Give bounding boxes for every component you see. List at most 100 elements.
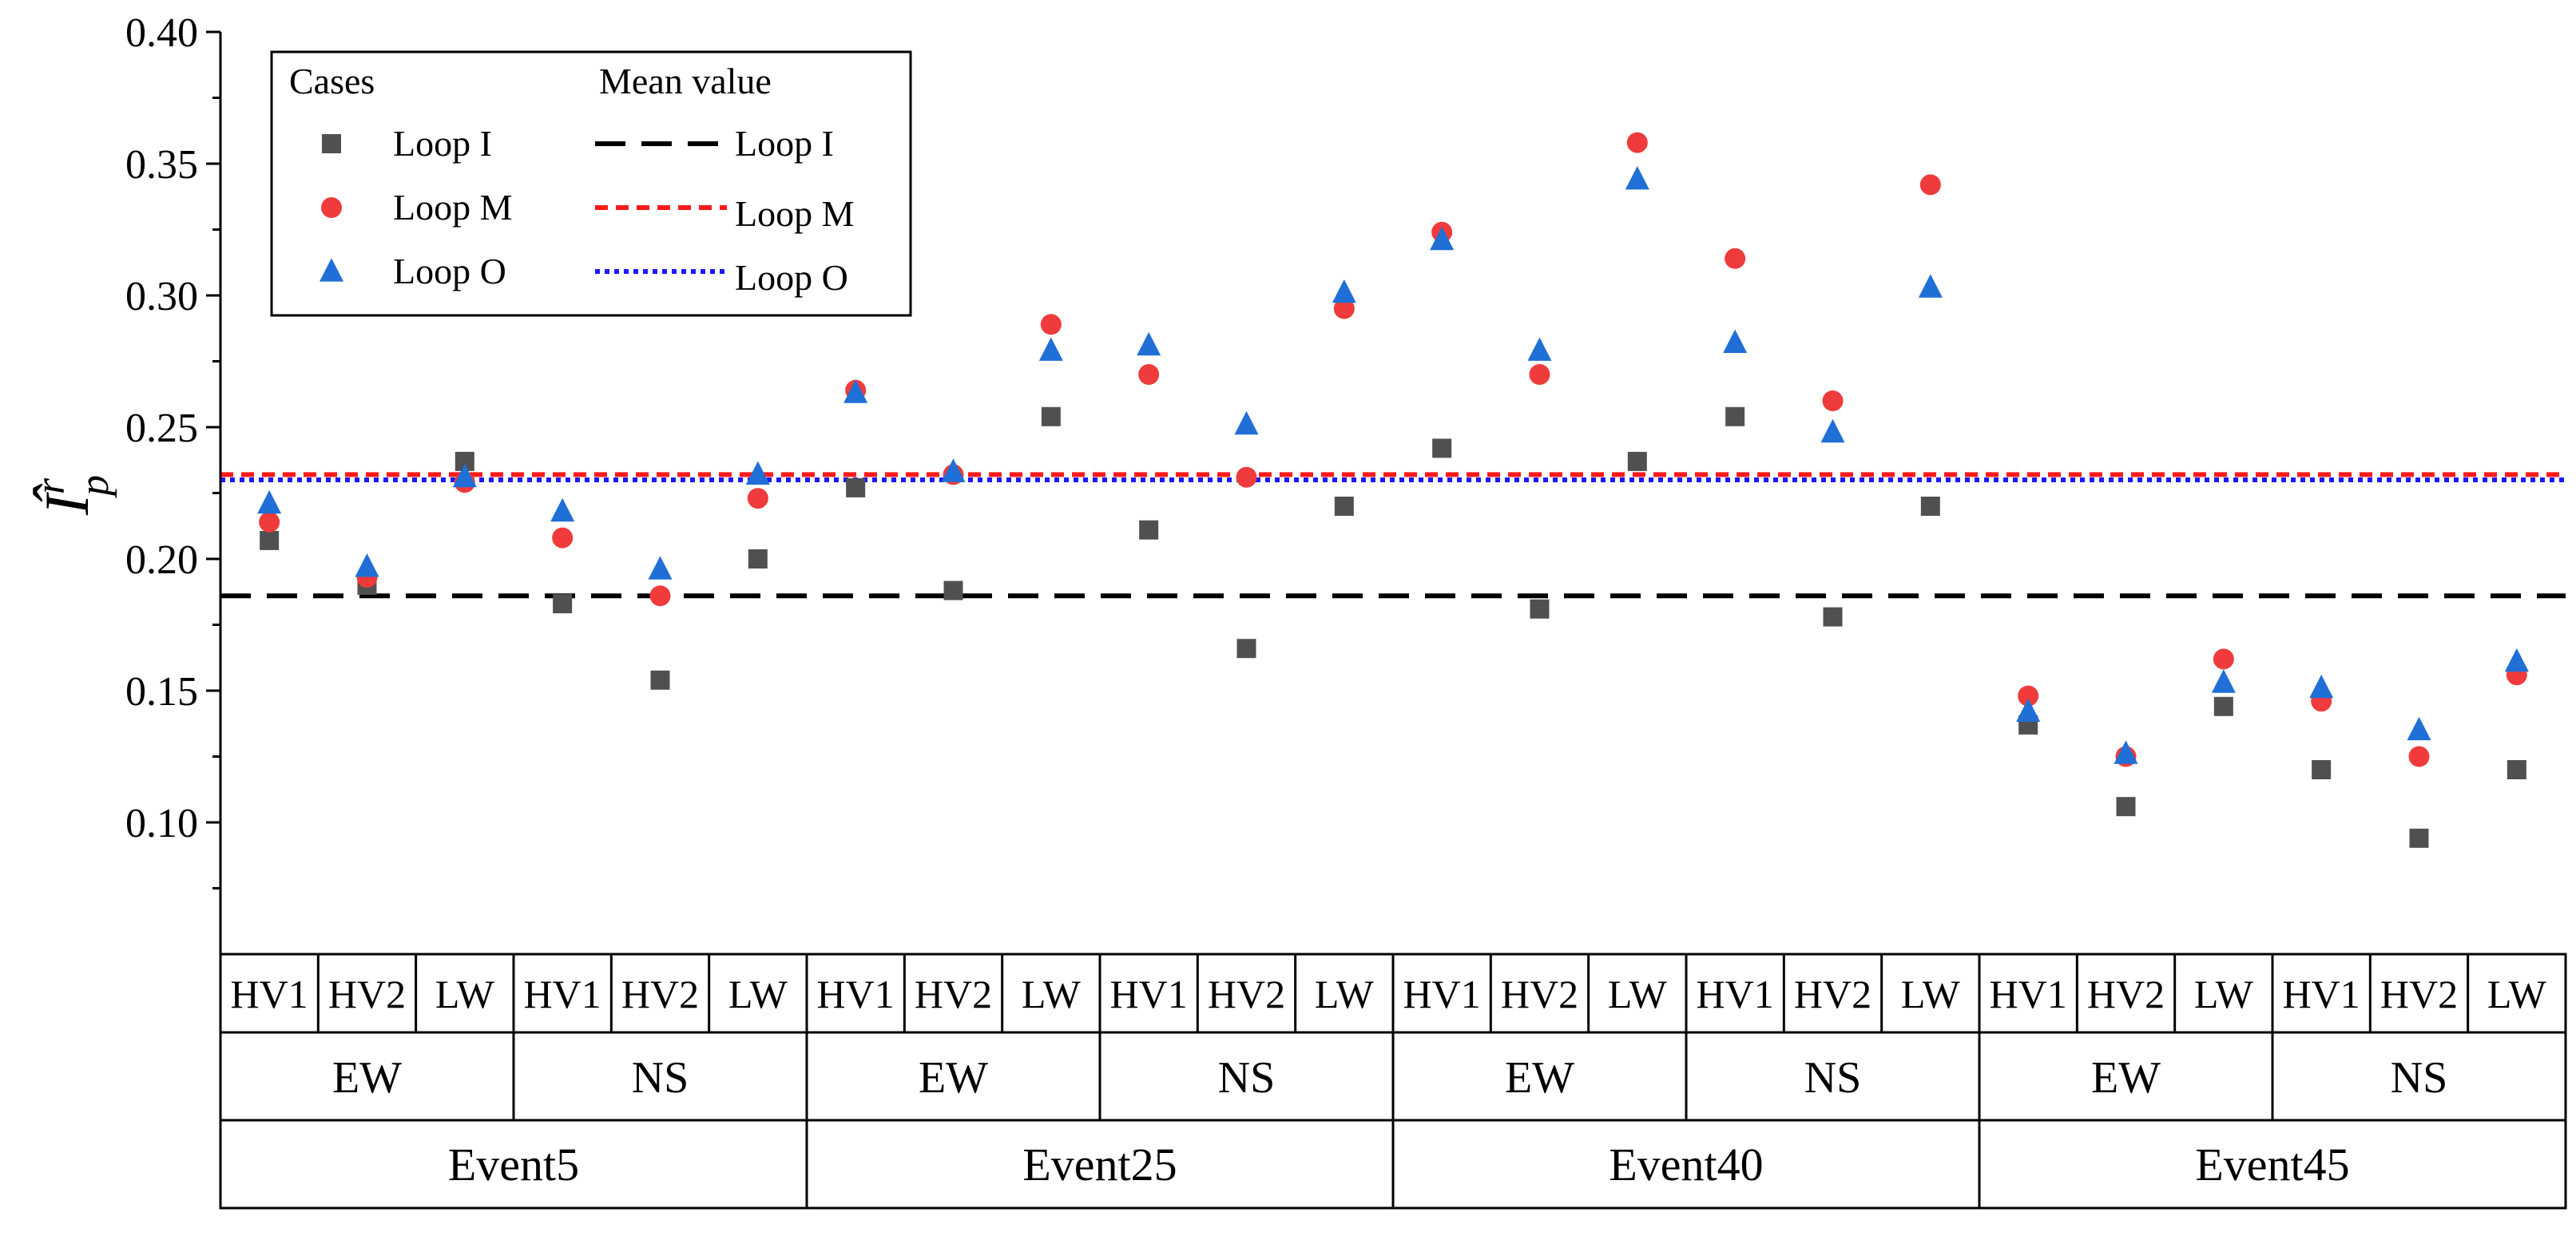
point-loop-i [2116, 797, 2136, 817]
point-loop-m [1138, 364, 1160, 385]
category-label: HV2 [2380, 972, 2458, 1016]
y-tick-label: 0.35 [125, 142, 198, 188]
legend-series-label: Loop I [393, 123, 492, 164]
point-loop-o [1234, 410, 1259, 435]
legend: Cases Mean value Loop I Loop M Loop O Loop I L… [270, 50, 912, 317]
point-loop-m [1236, 466, 1257, 488]
category-label: HV1 [524, 972, 601, 1016]
category-label: HV2 [1501, 972, 1578, 1016]
point-loop-i [2213, 696, 2233, 716]
point-loop-o [1332, 279, 1356, 303]
y-tick-label: 0.20 [125, 537, 198, 583]
category-label: HV1 [1697, 972, 1774, 1016]
category-label: HV1 [817, 972, 895, 1016]
legend-marker-loop-m [321, 197, 342, 218]
category-label: HV2 [621, 972, 699, 1016]
point-loop-o [1038, 337, 1063, 361]
direction-label: EW [1505, 1053, 1574, 1103]
category-label: LW [1315, 972, 1375, 1016]
point-loop-i [846, 477, 866, 497]
category-label: HV1 [1990, 972, 2067, 1016]
category-label: HV2 [2087, 972, 2165, 1016]
point-loop-i [2507, 760, 2526, 779]
point-loop-i [2409, 828, 2429, 848]
event-label: Event45 [2195, 1139, 2349, 1190]
point-loop-o [452, 463, 477, 488]
point-loop-o [550, 497, 575, 522]
legend-mean-label: Loop I [735, 123, 834, 164]
point-loop-o [2504, 648, 2529, 672]
point-loop-i [1236, 639, 1256, 659]
y-axis-title-hat: ˆ [21, 483, 90, 507]
direction-label: NS [632, 1053, 689, 1103]
point-loop-m [649, 585, 671, 607]
category-label: HV2 [328, 972, 406, 1016]
category-label: HV1 [2283, 972, 2360, 1016]
mean-lines [220, 472, 2566, 599]
category-label: LW [728, 972, 788, 1016]
legend-title-mean: Mean value [599, 61, 772, 101]
y-axis-title: Irp [28, 475, 117, 516]
direction-label: NS [1804, 1053, 1862, 1103]
point-loop-i [1627, 451, 1647, 471]
point-loop-o [1820, 418, 1845, 443]
point-loop-o [2016, 698, 2041, 722]
category-label: HV1 [1110, 972, 1188, 1016]
data-markers [257, 132, 2529, 848]
legend-series-label: Loop O [393, 251, 506, 291]
point-loop-o [2407, 716, 2431, 741]
point-loop-m [2018, 685, 2039, 707]
point-loop-o [1430, 226, 1455, 251]
point-loop-m [1626, 132, 1648, 153]
point-loop-i [260, 530, 280, 550]
point-loop-m [1529, 364, 1550, 385]
point-loop-m [1919, 174, 1941, 196]
direction-label: NS [2391, 1053, 2448, 1103]
point-loop-o [2309, 674, 2334, 699]
point-loop-i [1823, 607, 1843, 627]
point-loop-m [1040, 314, 1062, 335]
legend-series-label: Loop M [393, 187, 513, 228]
legend-mean-label: Loop O [735, 257, 848, 298]
point-loop-i [2312, 760, 2332, 779]
point-loop-i [943, 580, 963, 600]
y-tick-label: 0.15 [125, 669, 198, 715]
point-loop-m [1822, 390, 1844, 411]
category-label: LW [2194, 972, 2254, 1016]
point-loop-i [1334, 497, 1354, 516]
point-loop-m [552, 527, 574, 549]
legend-marker-loop-o [320, 258, 343, 282]
category-label: HV1 [1403, 972, 1481, 1016]
point-loop-i [1530, 599, 1550, 619]
point-loop-m [747, 488, 768, 509]
legend-marker-loop-i [322, 134, 341, 153]
direction-label: NS [1218, 1053, 1276, 1103]
point-loop-o [2211, 669, 2236, 693]
category-label: LW [1901, 972, 1961, 1016]
y-tick-label: 0.40 [125, 10, 198, 56]
category-label: HV2 [1794, 972, 1871, 1016]
point-loop-m [259, 511, 280, 533]
category-label: LW [1022, 972, 1082, 1016]
point-loop-o [1625, 166, 1649, 190]
axes: 0.10 0.15 0.20 0.25 0.30 0.35 0.40 [125, 10, 222, 954]
point-loop-o [257, 489, 282, 514]
point-loop-i [1139, 520, 1159, 540]
point-loop-m [1333, 298, 1355, 319]
category-label: LW [2487, 972, 2547, 1016]
point-loop-o [1527, 337, 1552, 361]
category-table: HV1 HV2 LW HV1 HV2 LW HV1 HV2 LW HV1 HV2 LW HV1 HV2 LW… [219, 953, 2567, 1210]
direction-label: EW [332, 1053, 402, 1103]
point-loop-o [1918, 274, 1943, 298]
point-loop-o [1137, 331, 1161, 356]
point-loop-o [843, 379, 868, 403]
legend-mean-label: Loop M [735, 193, 855, 234]
point-loop-i [1432, 438, 1452, 458]
point-loop-o [1723, 329, 1748, 353]
y-tick-label: 0.25 [125, 406, 198, 451]
category-label: HV2 [915, 972, 992, 1016]
point-loop-o [355, 553, 379, 577]
point-loop-i [1920, 497, 1940, 516]
point-loop-i [1041, 406, 1061, 426]
